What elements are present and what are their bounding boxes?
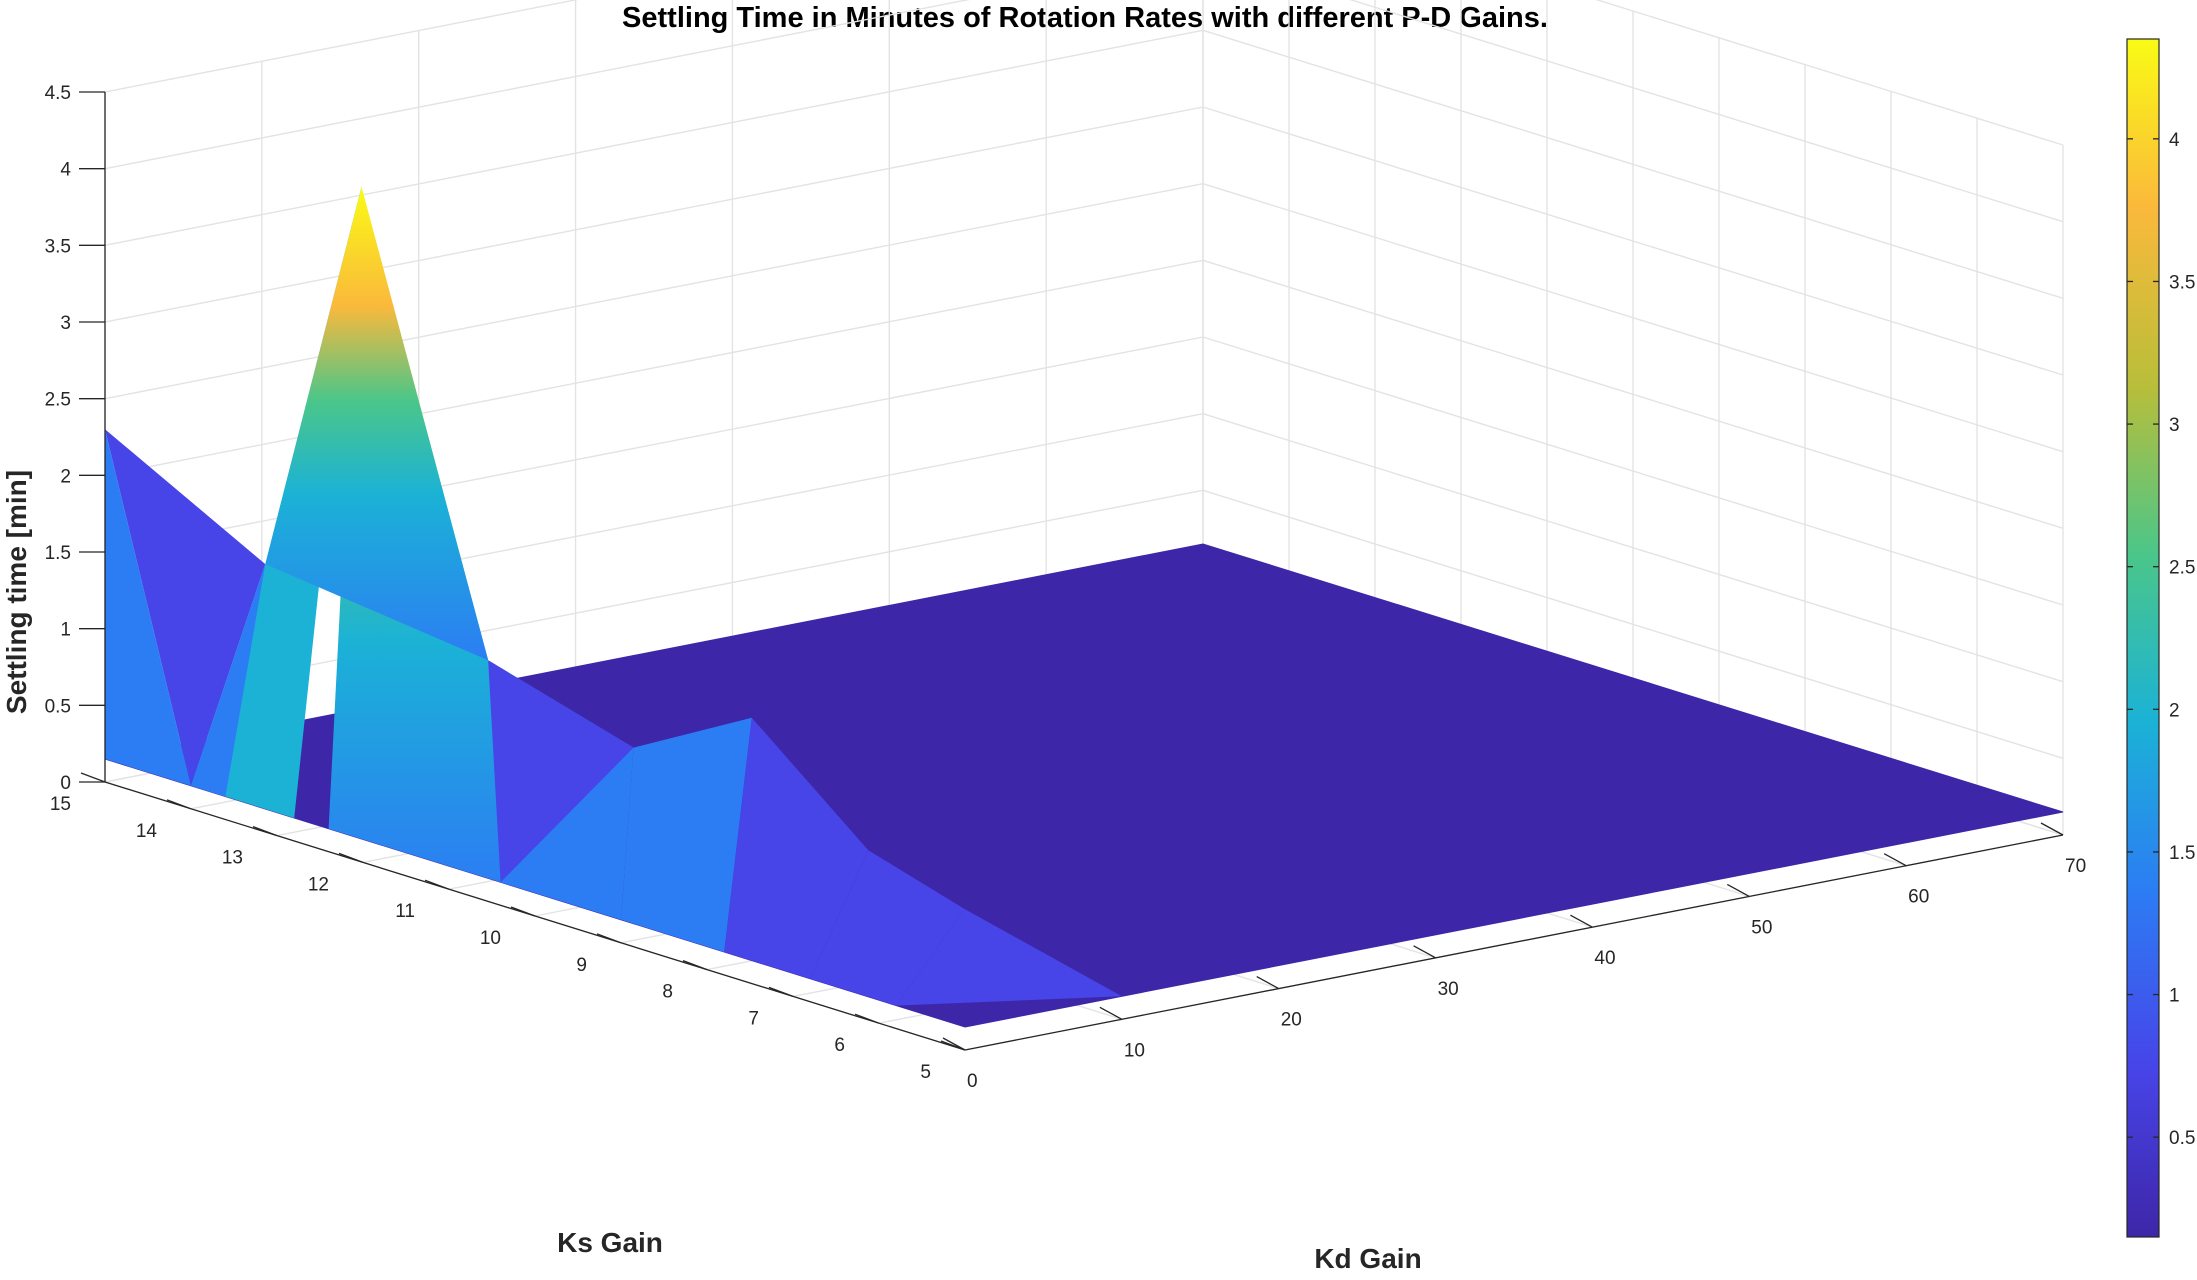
y-tick-mark bbox=[252, 825, 278, 837]
colorbar-tick-label: 1.5 bbox=[2169, 843, 2195, 864]
x-tick-mark bbox=[1256, 976, 1280, 990]
y-tick-mark bbox=[596, 933, 622, 944]
x-tick-label: 30 bbox=[1438, 979, 1459, 1000]
x-ticks: 0 10 20 30 40 50 60 70 bbox=[942, 822, 2086, 1092]
x-tick-label: 0 bbox=[967, 1071, 978, 1092]
y-ticks: 5 6 7 8 9 10 11 12 13 14 15 bbox=[50, 772, 966, 1083]
grid-line bbox=[104, 259, 1204, 477]
x-tick-label: 10 bbox=[1124, 1040, 1145, 1061]
x-tick-mark bbox=[1570, 914, 1593, 928]
surface-facet bbox=[105, 429, 266, 786]
colorbar-ticks: 0.5 1 1.5 2 2.5 3 3.5 4 bbox=[2127, 130, 2195, 1149]
y-tick-label: 7 bbox=[748, 1008, 759, 1029]
z-ticks: 0 0.5 1 1.5 2 2.5 3 3.5 4 4.5 bbox=[45, 83, 105, 794]
z-axis-label: Settling time [min] bbox=[1, 470, 32, 714]
z-tick-label: 0 bbox=[60, 773, 71, 794]
z-tick-label: 4.5 bbox=[45, 83, 71, 104]
colorbar: 0.5 1 1.5 2 2.5 3 3.5 4 bbox=[2126, 38, 2195, 1238]
y-tick-label: 9 bbox=[576, 955, 587, 976]
z-tick-label: 1 bbox=[60, 620, 71, 641]
y-tick-label: 15 bbox=[50, 794, 71, 815]
surface-facet bbox=[488, 660, 634, 883]
surface bbox=[104, 187, 2064, 1028]
colorbar-gradient bbox=[2126, 38, 2160, 1238]
colorbar-tick-label: 1 bbox=[2169, 986, 2180, 1007]
surface-facet bbox=[105, 429, 191, 786]
y-tick-label: 12 bbox=[308, 874, 329, 895]
surface-facet bbox=[265, 187, 489, 661]
x-tick-mark bbox=[942, 1037, 966, 1051]
colorbar-tick-label: 0.5 bbox=[2169, 1128, 2195, 1149]
x-tick-mark bbox=[1413, 945, 1436, 959]
x-tick-label: 70 bbox=[2065, 856, 2086, 877]
y-tick-mark bbox=[338, 852, 364, 864]
x-axis-label: Kd Gain bbox=[1314, 1243, 1421, 1274]
y-tick-label: 10 bbox=[480, 928, 501, 949]
y-tick-label: 14 bbox=[136, 821, 158, 842]
axis-line bbox=[964, 834, 2064, 1051]
grid-line bbox=[1202, 336, 2064, 606]
y-tick-label: 6 bbox=[834, 1035, 845, 1056]
grid-line bbox=[104, 336, 1204, 553]
grid-line bbox=[1202, 29, 2064, 300]
y-tick-label: 13 bbox=[222, 848, 243, 869]
grid-line bbox=[104, 106, 1204, 323]
y-tick-mark bbox=[166, 799, 192, 810]
colorbar-tick-label: 2.5 bbox=[2169, 558, 2195, 579]
x-tick-label: 40 bbox=[1594, 948, 1615, 969]
grid-line bbox=[1202, 259, 2064, 530]
y-tick-mark bbox=[80, 772, 106, 783]
z-tick-label: 2 bbox=[60, 466, 71, 487]
colorbar-tick-label: 3 bbox=[2169, 415, 2180, 436]
grid-line bbox=[104, 0, 971, 170]
x-tick-mark bbox=[1883, 853, 1907, 867]
x-tick-label: 60 bbox=[1908, 887, 1929, 908]
surface-facet bbox=[191, 564, 266, 797]
x-tick-label: 50 bbox=[1751, 917, 1772, 938]
z-tick-label: 0.5 bbox=[45, 696, 71, 717]
grid-line bbox=[1595, 0, 2064, 146]
x-tick-mark bbox=[1099, 1006, 1123, 1020]
grid-line bbox=[1202, 182, 2064, 453]
x-tick-label: 20 bbox=[1281, 1010, 1302, 1031]
colorbar-tick-label: 2 bbox=[2169, 700, 2180, 721]
y-tick-label: 5 bbox=[920, 1062, 931, 1083]
y-tick-mark bbox=[424, 879, 450, 890]
z-tick-label: 4 bbox=[60, 160, 71, 181]
grid-line bbox=[104, 29, 1204, 247]
surface-facet bbox=[810, 850, 965, 1006]
grid-line bbox=[1202, 489, 2064, 760]
y-tick-mark bbox=[854, 1013, 880, 1024]
x-tick-mark bbox=[2040, 822, 2064, 836]
z-tick-label: 1.5 bbox=[45, 543, 71, 564]
chart-title: Settling Time in Minutes of Rotation Rat… bbox=[622, 2, 1548, 34]
surface-facet bbox=[724, 717, 869, 979]
z-tick-label: 3 bbox=[60, 313, 71, 334]
grid-line bbox=[104, 182, 1204, 400]
grid-line bbox=[1202, 412, 2064, 683]
grid-line bbox=[1349, 0, 2064, 223]
y-tick-mark bbox=[682, 959, 708, 971]
surface-facet bbox=[621, 717, 752, 952]
y-axis-label: Ks Gain bbox=[557, 1227, 663, 1258]
y-tick-mark bbox=[768, 986, 794, 998]
grid-line bbox=[104, 0, 579, 93]
z-tick-label: 3.5 bbox=[45, 236, 71, 257]
z-tick-label: 2.5 bbox=[45, 390, 71, 411]
x-tick-mark bbox=[1726, 883, 1750, 897]
grid-line bbox=[1202, 106, 2064, 376]
colorbar-tick-label: 3.5 bbox=[2169, 272, 2195, 293]
y-tick-label: 11 bbox=[395, 901, 415, 922]
y-tick-mark bbox=[510, 906, 536, 917]
y-tick-label: 8 bbox=[662, 982, 673, 1003]
surface-facet bbox=[896, 909, 1122, 1006]
colorbar-tick-label: 4 bbox=[2169, 130, 2180, 151]
